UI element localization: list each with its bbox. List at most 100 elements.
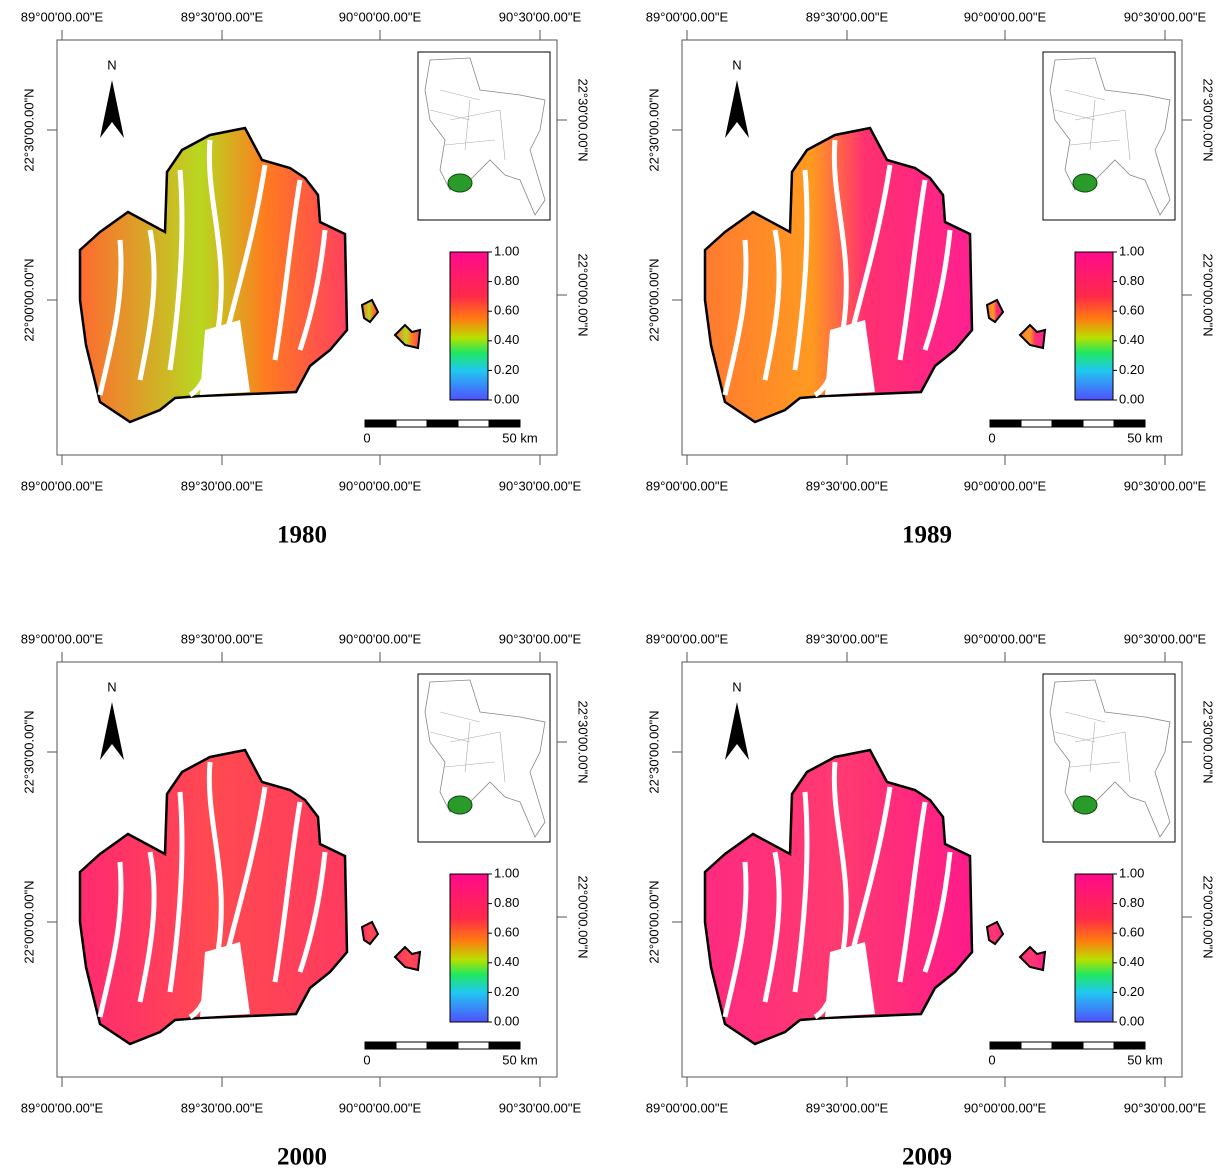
bottom-coord-label: 89°30'00.00"E [806,478,889,493]
north-label: N [107,57,116,72]
bottom-coord-label: 90°00'00.00"E [339,1100,422,1115]
right-coord-label: 22°30'00.00"N [576,700,591,783]
top-coord-label: 90°30'00.00"E [499,631,582,646]
scale-label: 50 km [1127,1052,1162,1067]
river [272,801,303,983]
color-bar-label: 0.60 [494,303,519,318]
map-frame [56,661,558,1078]
scale-bar-segment [989,1041,1022,1050]
inset-frame [417,51,551,221]
right-coord-label: 22°30'00.00"N [1201,78,1216,161]
river [722,861,749,1018]
color-bar-label: 1.00 [494,865,519,880]
top-coord-label: 89°00'00.00"E [21,9,104,24]
bottom-coord-label: 90°30'00.00"E [1124,1100,1207,1115]
inset-country [1049,57,1171,216]
inset-study-area [1072,795,1098,815]
right-coord-label: 22°00'00.00"N [1201,875,1216,958]
inset-districts [1054,89,1131,161]
color-bar-label: 1.00 [1119,865,1144,880]
river [137,851,157,1003]
north-label: N [732,57,741,72]
color-bar [449,873,489,1023]
color-bar [449,251,489,401]
color-bar-label: 0.40 [494,954,519,969]
inset-study-area [447,173,473,193]
island [393,323,422,350]
north-arrow [725,80,749,138]
bottom-coord-label: 89°30'00.00"E [181,478,264,493]
color-bar-label: 0.80 [494,273,519,288]
inset-districts [429,711,506,783]
river [722,239,749,396]
river [297,851,328,973]
top-coord-label: 90°30'00.00"E [1124,9,1207,24]
map-panel: 89°00'00.00"E 89°00'00.00"E 89°30'00.00"E 8… [21,631,591,1170]
right-coord-label: 22°00'00.00"N [1201,253,1216,336]
bottom-coord-label: 89°30'00.00"E [181,1100,264,1115]
left-coord-label: 22°30'00.00"N [21,88,36,171]
top-coord-label: 90°00'00.00"E [964,631,1047,646]
river [897,801,928,983]
river-mouth [825,942,875,1017]
top-coord-label: 89°30'00.00"E [181,631,264,646]
river [762,229,782,381]
top-coord-label: 90°30'00.00"E [499,9,582,24]
scale-label: 50 km [1127,430,1162,445]
scale-bar-segment [1020,419,1053,428]
color-bar-label: 0.80 [1119,895,1144,910]
river [792,169,810,371]
color-bar-label: 0.40 [494,332,519,347]
scale-bar-segment [426,1041,459,1050]
scale-label: 50 km [502,430,537,445]
year-caption: 2009 [902,1144,952,1171]
bottom-coord-label: 90°30'00.00"E [499,478,582,493]
top-coord-label: 89°30'00.00"E [806,631,889,646]
left-coord-label: 22°00'00.00"N [646,258,661,341]
north-label: N [107,679,116,694]
top-coord-label: 89°00'00.00"E [646,9,729,24]
river [137,229,157,381]
color-bar-label: 0.60 [1119,303,1144,318]
right-coord-label: 22°00'00.00"N [576,253,591,336]
river [922,851,953,973]
inset-country [424,57,546,216]
color-bar [1074,251,1114,401]
color-bar-label: 0.60 [494,925,519,940]
color-bar-label: 0.00 [494,1013,519,1028]
scale-label: 0 [363,430,370,445]
river [97,861,124,1018]
scale-bar-segment [364,419,397,428]
river [297,229,328,351]
north-arrow [100,80,124,138]
left-coord-label: 22°30'00.00"N [646,88,661,171]
scale-bar-segment [1113,419,1146,428]
color-bar-label: 0.80 [1119,273,1144,288]
year-caption: 1980 [277,522,327,549]
island [360,298,380,324]
bottom-coord-label: 90°30'00.00"E [1124,478,1207,493]
left-coord-label: 22°00'00.00"N [21,258,36,341]
island [360,920,380,946]
island [1018,945,1047,972]
scale-label: 0 [988,1052,995,1067]
color-bar-label: 1.00 [494,243,519,258]
scale-bar-segment [395,1041,428,1050]
inset-frame [417,673,551,843]
top-coord-label: 89°00'00.00"E [646,631,729,646]
right-coord-label: 22°00'00.00"N [576,875,591,958]
inset-study-area [447,795,473,815]
map-frame [56,39,558,456]
color-bar-label: 0.40 [1119,332,1144,347]
color-bar-label: 0.60 [1119,925,1144,940]
bottom-coord-label: 89°00'00.00"E [21,478,104,493]
right-coord-label: 22°30'00.00"N [576,78,591,161]
scale-bar-segment [426,419,459,428]
river-mouth [200,942,250,1017]
left-coord-label: 22°00'00.00"N [21,880,36,963]
scale-bar-segment [1113,1041,1146,1050]
color-bar-label: 0.00 [494,391,519,406]
river-mouth [200,320,250,395]
top-coord-label: 90°00'00.00"E [964,9,1047,24]
